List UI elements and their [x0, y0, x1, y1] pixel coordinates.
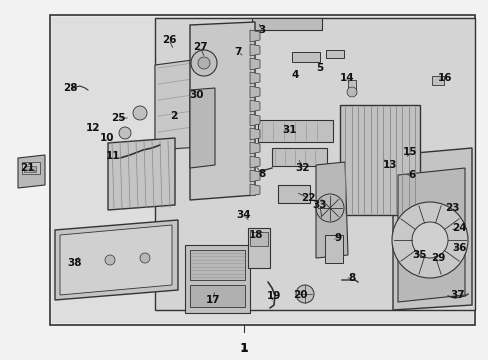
Polygon shape	[249, 156, 260, 168]
Polygon shape	[249, 58, 260, 70]
Bar	[249, 232, 267, 246]
Circle shape	[133, 106, 147, 120]
Bar	[22, 162, 40, 174]
Text: 1: 1	[239, 342, 248, 355]
Text: 20: 20	[292, 290, 306, 300]
Text: 33: 33	[312, 200, 326, 210]
Polygon shape	[249, 72, 260, 84]
Text: 11: 11	[105, 151, 120, 161]
Text: 28: 28	[62, 83, 77, 93]
Text: 25: 25	[110, 113, 125, 123]
Polygon shape	[249, 44, 260, 56]
Text: 26: 26	[162, 35, 176, 45]
Text: 3: 3	[258, 25, 265, 35]
Text: 7: 7	[234, 47, 241, 57]
Polygon shape	[249, 114, 260, 126]
Text: 8: 8	[347, 273, 355, 283]
Bar	[278, 185, 309, 203]
Circle shape	[295, 285, 313, 303]
Polygon shape	[315, 162, 347, 258]
Text: 18: 18	[248, 230, 263, 240]
Text: 38: 38	[68, 258, 82, 268]
Text: 16: 16	[437, 73, 451, 83]
Bar	[291, 52, 319, 62]
Text: 31: 31	[282, 125, 297, 135]
Circle shape	[448, 241, 462, 255]
Bar	[24, 166, 36, 172]
Text: 24: 24	[451, 223, 466, 233]
Text: 21: 21	[20, 163, 34, 173]
Text: 2: 2	[170, 111, 177, 121]
Text: 29: 29	[430, 253, 444, 263]
Text: 23: 23	[444, 203, 458, 213]
Polygon shape	[249, 100, 260, 112]
Polygon shape	[249, 170, 260, 182]
Circle shape	[119, 127, 131, 139]
Text: 30: 30	[189, 90, 204, 100]
Circle shape	[191, 50, 217, 76]
Text: 17: 17	[205, 295, 220, 305]
Circle shape	[391, 202, 467, 278]
Text: 13: 13	[382, 160, 396, 170]
Polygon shape	[60, 225, 172, 295]
Text: 6: 6	[407, 170, 415, 180]
Text: 32: 32	[295, 163, 309, 173]
Polygon shape	[397, 168, 464, 302]
Text: 12: 12	[85, 123, 100, 133]
Text: 19: 19	[266, 291, 281, 301]
Circle shape	[346, 87, 356, 97]
Bar	[431, 76, 443, 85]
Circle shape	[411, 222, 447, 258]
Polygon shape	[392, 148, 471, 310]
Polygon shape	[55, 220, 178, 300]
Bar	[247, 228, 269, 268]
Polygon shape	[155, 18, 474, 310]
Bar	[339, 105, 419, 215]
Text: 4: 4	[291, 70, 298, 80]
Bar	[50, 15, 474, 325]
Polygon shape	[155, 55, 229, 150]
Polygon shape	[190, 88, 215, 168]
Bar	[411, 252, 427, 264]
Polygon shape	[249, 184, 260, 196]
Polygon shape	[108, 138, 175, 210]
Text: 22: 22	[300, 193, 315, 203]
Polygon shape	[18, 155, 45, 188]
Circle shape	[140, 253, 150, 263]
Bar	[184, 245, 249, 313]
Bar	[52, 17, 472, 323]
Polygon shape	[249, 30, 260, 42]
Text: 9: 9	[334, 233, 341, 243]
Bar	[271, 148, 326, 166]
Text: 14: 14	[339, 73, 354, 83]
Text: 35: 35	[412, 250, 427, 260]
Bar	[190, 250, 244, 280]
Bar	[325, 50, 343, 58]
Text: 34: 34	[236, 210, 251, 220]
Bar	[251, 18, 321, 30]
Polygon shape	[249, 128, 260, 140]
Text: 27: 27	[192, 42, 207, 52]
Bar	[258, 120, 332, 142]
Text: 1: 1	[240, 343, 247, 353]
Polygon shape	[190, 22, 254, 200]
Text: 15: 15	[402, 147, 416, 157]
Text: 5: 5	[316, 63, 323, 73]
Circle shape	[105, 255, 115, 265]
Text: 10: 10	[100, 133, 114, 143]
Text: 36: 36	[452, 243, 467, 253]
Polygon shape	[249, 142, 260, 154]
Polygon shape	[249, 86, 260, 98]
Text: 37: 37	[450, 290, 465, 300]
Bar	[325, 235, 342, 263]
Bar	[347, 80, 355, 94]
Bar	[190, 285, 244, 307]
Text: 8: 8	[258, 169, 265, 179]
Circle shape	[198, 57, 209, 69]
